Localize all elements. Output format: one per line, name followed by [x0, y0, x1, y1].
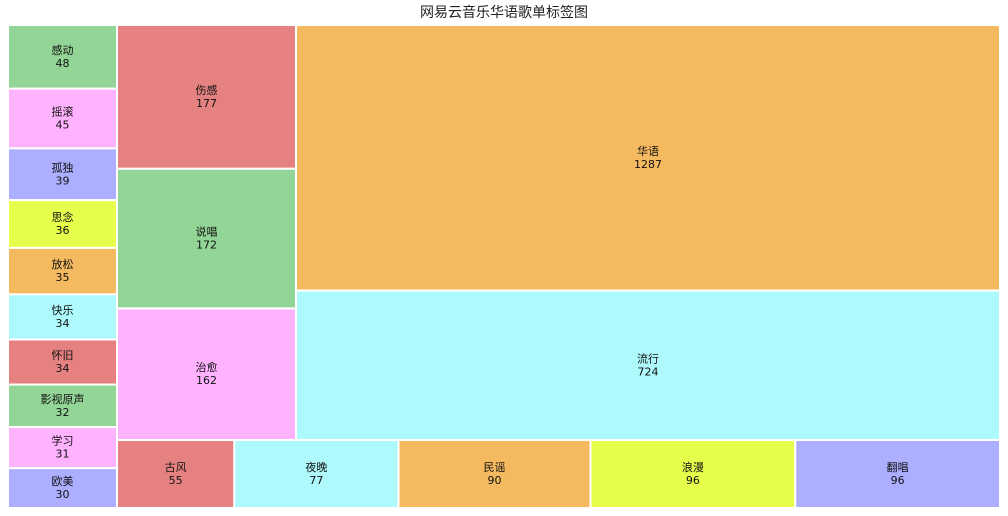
- treemap-tile-value: 724: [638, 365, 659, 378]
- treemap-tile-label: 思念: [52, 210, 74, 224]
- treemap-tile-rect: [7, 338, 118, 386]
- treemap-tile-label: 古风: [165, 461, 187, 474]
- chart-title: 网易云音乐华语歌单标签图: [420, 5, 588, 21]
- treemap-tile-value: 31: [56, 448, 70, 461]
- treemap-tile-label: 怀旧: [52, 349, 74, 362]
- treemap-tile-rect: [7, 293, 118, 341]
- treemap-tile-label: 民谣: [484, 461, 506, 474]
- treemap-tile-value: 36: [56, 224, 70, 237]
- treemap-tile-rect: [7, 426, 118, 470]
- treemap-tile-label: 学习: [52, 434, 74, 448]
- treemap-tile-label: 说唱: [196, 225, 218, 239]
- treemap-tile-label: 放松: [52, 257, 74, 271]
- treemap-tile-rect: [589, 439, 797, 509]
- treemap-tile-rect: [116, 439, 236, 509]
- treemap-tile-rect: [7, 467, 118, 510]
- treemap-tile-rect: [233, 439, 400, 509]
- treemap-tile-label: 欧美: [52, 475, 74, 488]
- treemap-tile-value: 30: [56, 488, 70, 501]
- treemap-tile-value: 32: [56, 406, 70, 419]
- treemap-tile-value: 55: [169, 474, 183, 487]
- treemap-tile-label: 感动: [52, 44, 74, 57]
- treemap-tile-value: 90: [488, 474, 502, 487]
- treemap-tile-value: 48: [56, 57, 70, 70]
- treemap-tile-value: 34: [56, 317, 70, 330]
- treemap-tile-label: 流行: [637, 351, 659, 365]
- treemap-tile-value: 177: [196, 97, 217, 110]
- treemap-tile-label: 孤独: [52, 161, 74, 174]
- treemap-tile-label: 快乐: [52, 304, 74, 317]
- treemap-tile-label: 浪漫: [682, 460, 704, 474]
- treemap-tile-rect: [295, 289, 1001, 441]
- treemap-tile-label: 伤感: [196, 84, 218, 97]
- treemap-tile-value: 1287: [634, 158, 662, 171]
- treemap-tile-label: 夜晚: [305, 460, 327, 474]
- treemap-tile-value: 96: [686, 474, 700, 487]
- treemap-tile-label: 华语: [637, 144, 659, 158]
- treemap-tile-value: 96: [891, 474, 905, 487]
- treemap-tile-rect: [295, 24, 1001, 292]
- treemap-tile-rect: [7, 383, 118, 429]
- treemap-tile-label: 治愈: [196, 360, 218, 374]
- treemap-tile-value: 39: [56, 174, 70, 187]
- treemap-tile-label: 摇滚: [52, 105, 74, 119]
- treemap-tile-value: 45: [56, 119, 70, 132]
- treemap-tile-value: 35: [56, 271, 70, 284]
- treemap-tile-label: 翻唱: [887, 460, 909, 474]
- treemap-tile-rect: [794, 439, 1002, 509]
- treemap-tile-value: 34: [56, 362, 70, 375]
- treemap-tile-rect: [116, 307, 297, 441]
- treemap-tile-value: 77: [309, 474, 323, 487]
- treemap-tile-label: 影视原声: [41, 392, 85, 406]
- treemap-tile-value: 172: [196, 239, 217, 252]
- treemap-tile-value: 162: [196, 374, 217, 387]
